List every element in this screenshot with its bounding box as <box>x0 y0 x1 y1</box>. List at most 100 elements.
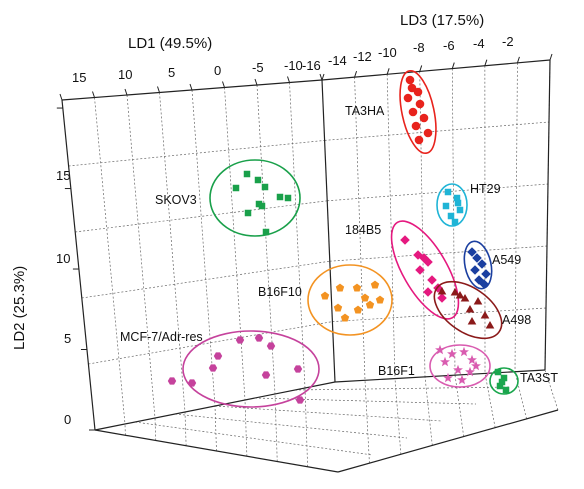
ld1-tick: 10 <box>118 67 132 82</box>
ld1-tick-labels: 15 10 5 0 -5 -10 <box>72 58 303 85</box>
data-point <box>276 193 284 201</box>
data-point <box>455 291 465 299</box>
cluster-label-ta3st: TA3ST <box>520 371 558 385</box>
data-point <box>258 202 266 210</box>
ld3-tick: -2 <box>502 34 514 49</box>
data-point <box>456 206 464 214</box>
data-point <box>370 280 380 289</box>
ld1-tick: -10 <box>284 58 303 73</box>
frame-edge <box>61 99 96 431</box>
ld1-tick-mark <box>254 78 258 86</box>
ld1-tick: 0 <box>214 63 221 78</box>
data-point <box>419 253 429 263</box>
data-point <box>453 194 461 202</box>
ld2-tick: 5 <box>64 331 71 346</box>
cluster-labels: TA3HA SKOV3 HT29 184B5 A549 B16F10 A498 MCF-7/A… <box>120 104 558 385</box>
data-point <box>335 283 345 292</box>
data-point <box>437 293 447 303</box>
left-wall-grid-line <box>94 97 126 425</box>
left-wall-grid-line <box>224 87 246 401</box>
ld1-tick: -5 <box>252 60 264 75</box>
data-point <box>403 93 413 103</box>
frame-edge <box>544 59 551 371</box>
data-point <box>261 371 271 379</box>
data-point <box>213 352 223 360</box>
cluster-b16f10 <box>307 264 393 336</box>
data-point <box>340 313 350 322</box>
floor-grid-line <box>304 387 308 467</box>
floor-grid-line <box>154 417 157 441</box>
data-point <box>352 283 362 292</box>
data-point <box>167 377 177 385</box>
left-wall-grid-line <box>75 200 328 233</box>
data-point <box>444 188 452 196</box>
ld2-tick-labels: 0 5 10 15 <box>56 168 71 427</box>
right-wall-grid-line <box>514 62 518 372</box>
data-point <box>254 176 262 184</box>
left-wall-grid-line <box>289 82 306 389</box>
data-point <box>453 364 463 375</box>
data-point <box>266 342 276 350</box>
ld3-tick-mark <box>484 59 488 66</box>
cluster-ellipse <box>182 330 320 408</box>
floor-grid-line <box>454 375 465 437</box>
data-point <box>415 99 425 109</box>
ld1-tick-mark <box>319 73 323 81</box>
cluster-ht29 <box>436 183 468 227</box>
data-point <box>427 275 437 285</box>
right-wall-grid-line <box>329 245 548 262</box>
data-point <box>460 294 470 302</box>
left-wall-grid-line <box>159 92 186 413</box>
ld3-tick-mark <box>419 65 423 72</box>
data-point <box>187 379 197 387</box>
right-wall-grid-line <box>386 74 396 379</box>
data-point <box>481 269 491 279</box>
data-point <box>262 228 270 236</box>
data-point <box>498 378 506 386</box>
data-point <box>472 253 482 263</box>
data-point <box>435 344 445 355</box>
cluster-label-184b5: 184B5 <box>345 223 381 237</box>
cluster-ellipse <box>429 344 491 388</box>
cluster-ellipse <box>489 367 519 395</box>
left-wall-grid-line <box>126 94 156 419</box>
data-point <box>471 360 481 371</box>
cluster-184b5 <box>390 220 460 320</box>
data-point <box>479 279 489 289</box>
data-point <box>360 293 370 302</box>
data-point <box>295 396 305 404</box>
data-point <box>419 113 429 123</box>
data-point <box>423 128 433 138</box>
cluster-label-ht29: HT29 <box>470 182 501 196</box>
ld3-tick: -12 <box>353 49 372 64</box>
cluster-label-a549: A549 <box>492 253 521 267</box>
data-point <box>485 321 495 329</box>
cluster-label-b16f10: B16F10 <box>258 285 302 299</box>
data-point <box>465 366 475 377</box>
cluster-label-ta3ha: TA3HA <box>345 104 385 118</box>
ld2-axis-title: LD2 (25.3%) <box>11 266 28 350</box>
cluster-ta3st <box>489 367 519 395</box>
data-point <box>405 75 415 85</box>
frame-edge <box>321 59 551 81</box>
floor-grid-line <box>174 413 408 439</box>
floor-grid-line <box>424 376 433 446</box>
floor-grid-line <box>214 405 442 422</box>
floor-grid-line <box>294 386 511 391</box>
ld3-tick: -10 <box>378 45 397 60</box>
data-point <box>261 183 269 191</box>
ld3-tick: -14 <box>328 53 347 68</box>
cluster-label-a498: A498 <box>502 313 531 327</box>
ld3-tick-mark <box>451 62 455 69</box>
left-wall-grid-line <box>88 321 333 365</box>
data-point <box>365 300 375 309</box>
ld3-tick-mark <box>549 53 553 61</box>
ld1-tick: 15 <box>72 70 86 85</box>
data-point <box>447 212 455 220</box>
data-point <box>502 386 510 394</box>
data-point <box>284 194 292 202</box>
ld3-tick-labels: -16 -14 -12 -10 -8 -6 -4 -2 <box>302 34 514 73</box>
ld1-tick-mark <box>157 86 160 93</box>
ld3-tick: -8 <box>413 40 425 55</box>
